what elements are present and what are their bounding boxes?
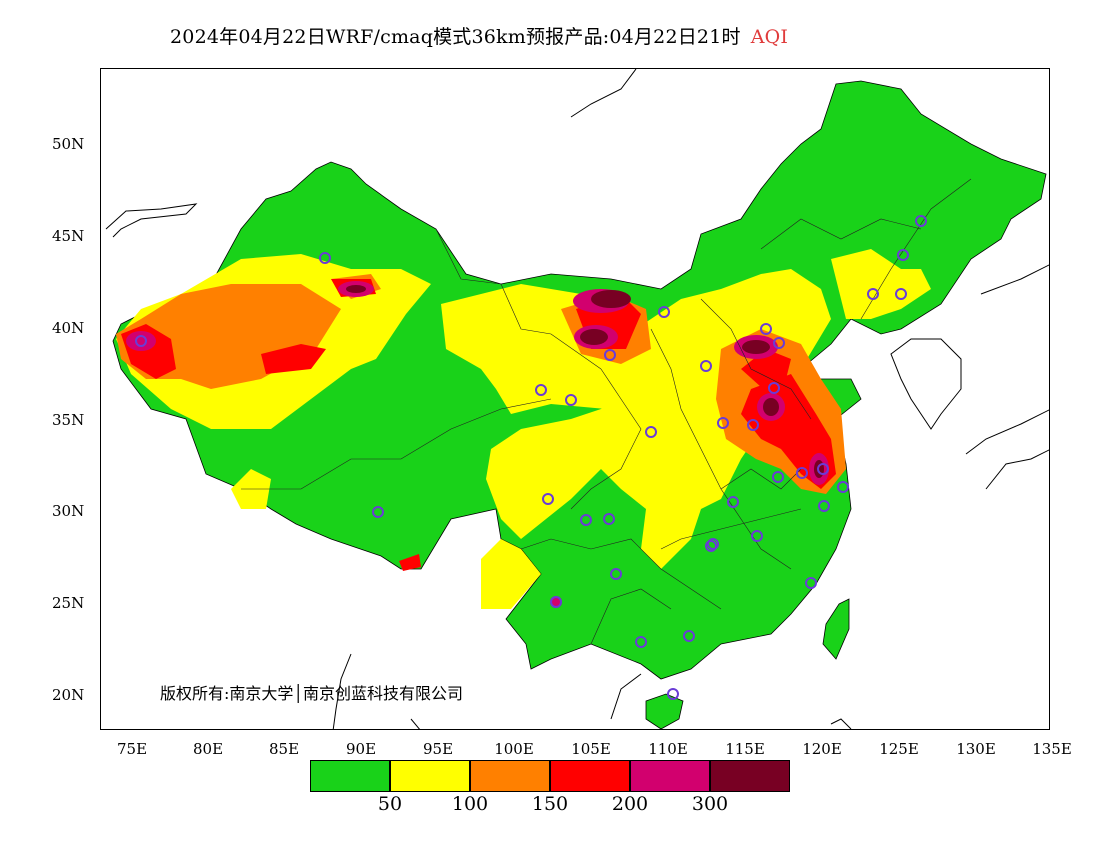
legend-swatch-good — [310, 760, 390, 792]
lon-label-135e: 135E — [1032, 740, 1072, 758]
product-name: AQI — [750, 26, 789, 48]
hazardous-zones — [346, 285, 824, 478]
lon-label-75e: 75E — [116, 740, 148, 758]
lon-label-85e: 85E — [268, 740, 300, 758]
aqi-map — [100, 68, 1050, 730]
lat-label-50n: 50N — [52, 135, 85, 153]
hainan-island — [645, 693, 684, 729]
title-text: 2024年04月22日WRF/cmaq模式36km预报产品:04月22日21时 — [170, 26, 741, 48]
lat-label-35n: 35N — [52, 411, 85, 429]
lon-label-130e: 130E — [956, 740, 996, 758]
lon-label-125e: 125E — [879, 740, 919, 758]
map-title: 2024年04月22日WRF/cmaq模式36km预报产品:04月22日21时 A… — [170, 22, 788, 49]
lat-label-30n: 30N — [52, 502, 85, 520]
lon-label-90e: 90E — [345, 740, 377, 758]
lat-label-45n: 45N — [52, 227, 85, 245]
taiwan-island — [822, 598, 850, 660]
lon-label-115e: 115E — [725, 740, 765, 758]
lon-label-110e: 110E — [648, 740, 688, 758]
lon-label-120e: 120E — [802, 740, 842, 758]
lon-label-95e: 95E — [422, 740, 454, 758]
legend-value-100: 100 — [451, 793, 489, 815]
copyright-text: 版权所有:南京大学│南京创蓝科技有限公司 — [160, 684, 464, 703]
legend-swatch-hazardous — [710, 760, 790, 792]
legend-value-50: 50 — [377, 793, 403, 815]
legend-swatch-very-unhealthy — [630, 760, 710, 792]
lat-label-25n: 25N — [52, 594, 85, 612]
legend-swatch-sensitive — [470, 760, 550, 792]
lon-label-105e: 105E — [571, 740, 611, 758]
legend-swatch-moderate — [390, 760, 470, 792]
station-markers — [135, 215, 927, 700]
legend-value-150: 150 — [531, 793, 569, 815]
neighbor-coastlines — [105, 69, 1049, 729]
lon-label-100e: 100E — [494, 740, 534, 758]
lat-label-40n: 40N — [52, 319, 85, 337]
map-canvas — [105, 69, 1049, 729]
province-boundaries — [241, 178, 972, 645]
legend-value-200: 200 — [611, 793, 649, 815]
lat-label-20n: 20N — [52, 686, 85, 704]
lon-label-80e: 80E — [192, 740, 224, 758]
legend-swatch-unhealthy — [550, 760, 630, 792]
legend-value-300: 300 — [691, 793, 729, 815]
